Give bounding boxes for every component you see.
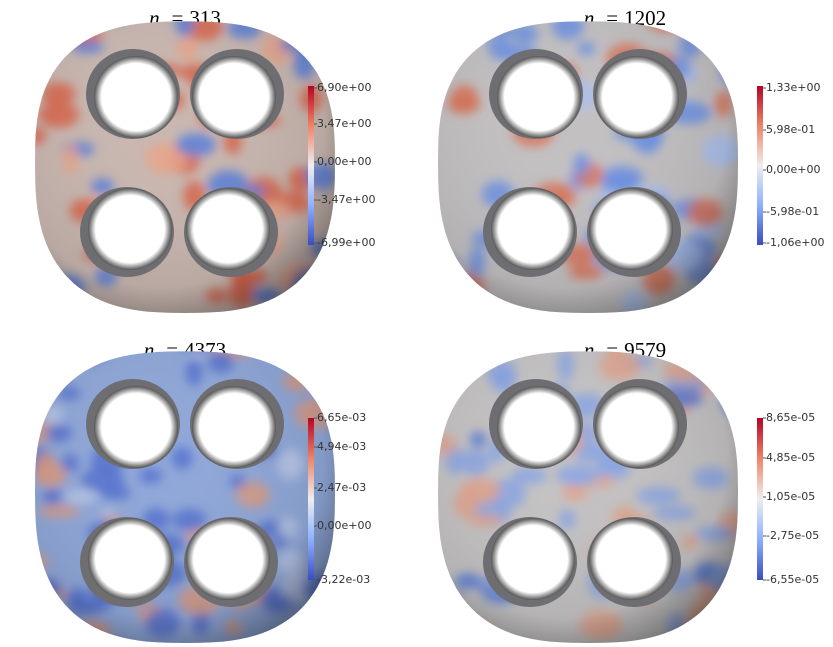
patch (665, 21, 685, 28)
colorbar-label: -3,47e+00 (317, 193, 375, 206)
colorbar-label: 0,00e+00 (317, 155, 371, 168)
panel: ns=3136,90e+003,47e+000,00e+00-3,47e+00-… (35, 6, 375, 314)
patch (314, 288, 335, 309)
patch (66, 29, 86, 43)
patch (51, 360, 68, 384)
shading (35, 21, 335, 314)
patch (675, 21, 698, 33)
colorbar-label: -6,55e-05 (766, 573, 819, 586)
colorbar-label: 1,05e-05 (766, 490, 815, 503)
patch (106, 21, 130, 22)
title-symbol: n (144, 338, 155, 362)
patch (438, 256, 459, 270)
shading (438, 351, 738, 643)
hole (497, 386, 581, 468)
hole (497, 56, 581, 138)
hole (94, 56, 178, 138)
hole (88, 518, 172, 600)
colorbar-label: 3,47e+00 (317, 117, 371, 130)
pattern (35, 351, 335, 643)
colorbar-label: -3,22e-03 (317, 573, 370, 586)
patch (86, 351, 104, 357)
title-symbol: n (584, 338, 595, 362)
colorbar-label: 4,85e-05 (766, 451, 815, 464)
hole (94, 386, 178, 468)
hole (186, 518, 270, 600)
colorbar-label: 6,90e+00 (317, 81, 371, 94)
colorbar-label: 2,47e-03 (317, 481, 366, 494)
title-relation: = (166, 338, 178, 362)
shading (35, 351, 335, 643)
title-symbol: n (149, 6, 160, 30)
hole (595, 386, 679, 468)
panel: ns=43736,65e-034,94e-032,47e-030,00e+00-… (35, 338, 371, 643)
patch (715, 21, 734, 38)
colorbar-label: 8,65e-05 (766, 411, 815, 424)
pattern (35, 21, 335, 314)
colorbar (757, 86, 763, 245)
patch (727, 21, 738, 33)
colorbar-label: 0,00e+00 (766, 163, 820, 176)
title-relation: = (606, 6, 618, 30)
title-symbol: n (584, 6, 595, 30)
hole (595, 56, 679, 138)
panel: ns=12021,33e+005,98e-010,00e+00-5,98e-01… (438, 6, 824, 314)
colorbar-label: 4,94e-03 (317, 440, 366, 453)
colorbar-label: 1,33e+00 (766, 81, 820, 94)
title-relation: = (606, 338, 618, 362)
colorbar-label: 5,98e-01 (766, 123, 815, 136)
shading (438, 21, 738, 314)
patch (321, 394, 335, 412)
patch (85, 351, 106, 363)
patch (319, 25, 335, 44)
colorbar-label: -1,06e+00 (766, 236, 824, 249)
patch (713, 27, 735, 41)
colorbar-label: -5,98e-01 (766, 205, 819, 218)
hole (491, 518, 575, 600)
title-relation: = (172, 6, 184, 30)
colorbar (757, 418, 763, 580)
colorbar (308, 86, 314, 245)
hole (589, 188, 673, 270)
colorbar-label: -2,75e-05 (766, 529, 819, 542)
colorbar-label: -6,99e+00 (317, 236, 375, 249)
hole (186, 188, 270, 270)
patch (687, 290, 711, 307)
patch (438, 593, 461, 607)
hole (88, 188, 172, 270)
patch (35, 45, 49, 58)
patch (715, 364, 738, 388)
colorbar (308, 418, 314, 580)
pattern (438, 21, 738, 314)
panel: ns=95798,65e-054,85e-051,05e-05-2,75e-05… (438, 338, 819, 643)
pattern (438, 351, 738, 643)
hole (589, 518, 673, 600)
hole (192, 56, 276, 138)
colorbar-label: 0,00e+00 (317, 519, 371, 532)
patch (684, 351, 722, 363)
patch (286, 21, 311, 42)
patch (469, 623, 498, 643)
hole (192, 386, 276, 468)
patch (291, 21, 333, 27)
patch (721, 387, 738, 412)
colorbar-label: 6,65e-03 (317, 411, 366, 424)
patch (469, 21, 500, 38)
hole (491, 188, 575, 270)
patch (313, 295, 335, 314)
